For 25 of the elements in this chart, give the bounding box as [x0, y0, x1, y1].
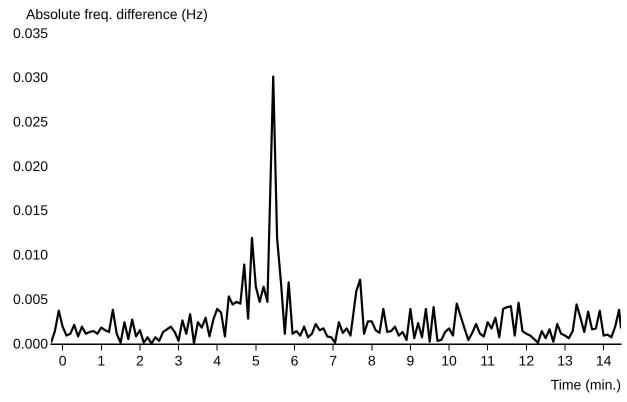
y-tick-label: 0.000: [12, 335, 48, 352]
y-tick-label: 0.010: [12, 246, 48, 263]
x-tick-label: 3: [174, 352, 183, 369]
x-tick-label: 4: [213, 352, 222, 369]
y-tick-label: 0.035: [12, 24, 48, 41]
y-tick-label: 0.030: [12, 69, 48, 86]
x-axis-title: Time (min.): [550, 376, 621, 392]
x-tick-label: 1: [97, 352, 106, 369]
y-tick-label: 0.025: [12, 114, 48, 130]
x-tick-label: 11: [480, 352, 496, 369]
x-tick-label: 9: [406, 352, 415, 369]
y-tick-label: 0.005: [12, 290, 48, 307]
y-tick-label: 0.020: [12, 158, 48, 174]
x-tick-label: 8: [368, 352, 376, 369]
x-tick-label: 2: [136, 352, 144, 369]
x-tick-label: 6: [290, 352, 299, 369]
x-tick-label: 10: [441, 352, 458, 369]
y-axis-title: Absolute freq. difference (Hz): [26, 6, 208, 22]
x-tick-label: 13: [557, 352, 573, 369]
x-tick-label: 0: [58, 352, 67, 369]
x-tick-label: 14: [596, 352, 612, 369]
x-tick-label: 7: [329, 352, 338, 369]
x-tick-label: 12: [518, 352, 534, 369]
x-tick-label: 5: [252, 352, 260, 369]
y-tick-label: 0.015: [12, 202, 48, 218]
